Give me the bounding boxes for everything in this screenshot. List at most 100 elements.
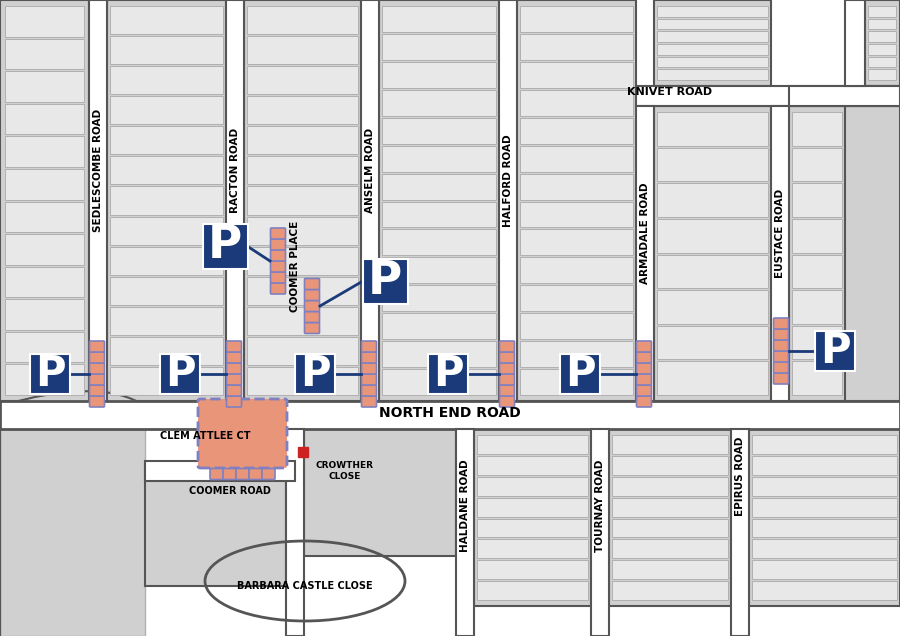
- FancyBboxPatch shape: [223, 469, 236, 480]
- Bar: [792, 290, 842, 324]
- Bar: [474, 429, 591, 606]
- Bar: [5, 332, 84, 363]
- Bar: [657, 148, 768, 181]
- Bar: [382, 174, 496, 200]
- Bar: [382, 230, 496, 256]
- FancyBboxPatch shape: [362, 374, 376, 385]
- Bar: [868, 44, 896, 55]
- Bar: [612, 477, 728, 495]
- FancyBboxPatch shape: [271, 239, 285, 250]
- Bar: [30, 354, 70, 394]
- Bar: [792, 148, 842, 181]
- Bar: [382, 258, 496, 283]
- Bar: [247, 127, 358, 155]
- Bar: [520, 230, 633, 256]
- Bar: [752, 497, 897, 516]
- Bar: [520, 202, 633, 228]
- Bar: [5, 71, 84, 102]
- Text: P: P: [208, 223, 242, 268]
- Bar: [612, 456, 728, 474]
- Bar: [247, 66, 358, 94]
- Bar: [731, 429, 749, 636]
- FancyBboxPatch shape: [198, 399, 287, 468]
- Bar: [771, 106, 789, 401]
- Text: P: P: [300, 353, 330, 395]
- Bar: [520, 174, 633, 200]
- Bar: [752, 477, 897, 495]
- Bar: [520, 369, 633, 395]
- Bar: [657, 361, 768, 395]
- Bar: [477, 456, 588, 474]
- FancyBboxPatch shape: [227, 352, 241, 363]
- Bar: [5, 202, 84, 232]
- FancyBboxPatch shape: [362, 385, 376, 396]
- FancyBboxPatch shape: [362, 396, 376, 407]
- Bar: [477, 518, 588, 537]
- Bar: [110, 307, 223, 335]
- FancyBboxPatch shape: [249, 469, 262, 480]
- Bar: [792, 112, 842, 146]
- FancyBboxPatch shape: [89, 352, 104, 363]
- Bar: [5, 266, 84, 297]
- FancyBboxPatch shape: [227, 363, 241, 374]
- Bar: [520, 6, 633, 32]
- Bar: [477, 581, 588, 600]
- Bar: [247, 6, 358, 34]
- Bar: [5, 364, 84, 395]
- FancyBboxPatch shape: [773, 373, 788, 384]
- FancyBboxPatch shape: [89, 385, 104, 396]
- Bar: [520, 34, 633, 60]
- Bar: [89, 0, 107, 401]
- Bar: [612, 497, 728, 516]
- Text: RACTON ROAD: RACTON ROAD: [230, 128, 240, 213]
- Bar: [612, 539, 728, 558]
- Bar: [382, 286, 496, 311]
- FancyBboxPatch shape: [89, 341, 104, 352]
- Bar: [560, 354, 600, 394]
- Bar: [110, 277, 223, 305]
- Bar: [657, 31, 768, 42]
- Text: COOMER PLACE: COOMER PLACE: [290, 221, 300, 312]
- Bar: [868, 18, 896, 29]
- Bar: [110, 337, 223, 365]
- Bar: [657, 18, 768, 29]
- Bar: [520, 313, 633, 339]
- Bar: [145, 466, 286, 586]
- Bar: [868, 31, 896, 42]
- Text: SEDLESCOMBE ROAD: SEDLESCOMBE ROAD: [93, 109, 103, 232]
- Text: P: P: [564, 353, 595, 395]
- Bar: [792, 254, 842, 288]
- Bar: [609, 429, 731, 606]
- Text: KNIVET ROAD: KNIVET ROAD: [627, 87, 713, 97]
- Bar: [107, 0, 226, 401]
- Bar: [247, 307, 358, 335]
- Bar: [382, 341, 496, 367]
- FancyBboxPatch shape: [773, 318, 788, 329]
- PathPatch shape: [0, 391, 145, 636]
- Bar: [244, 0, 361, 401]
- Bar: [247, 247, 358, 275]
- FancyBboxPatch shape: [304, 300, 320, 312]
- Bar: [247, 367, 358, 395]
- Text: HALDANE ROAD: HALDANE ROAD: [460, 460, 470, 552]
- Bar: [654, 106, 771, 401]
- Text: P: P: [433, 353, 464, 395]
- FancyBboxPatch shape: [262, 469, 275, 480]
- FancyBboxPatch shape: [773, 351, 788, 362]
- FancyBboxPatch shape: [271, 250, 285, 261]
- Bar: [382, 118, 496, 144]
- FancyBboxPatch shape: [271, 283, 285, 294]
- Bar: [295, 354, 335, 394]
- Bar: [247, 186, 358, 214]
- Bar: [382, 146, 496, 172]
- Bar: [477, 497, 588, 516]
- Bar: [5, 104, 84, 134]
- FancyBboxPatch shape: [227, 396, 241, 407]
- Bar: [247, 36, 358, 64]
- Bar: [382, 90, 496, 116]
- Bar: [752, 560, 897, 579]
- Bar: [110, 96, 223, 124]
- Text: TOURNAY ROAD: TOURNAY ROAD: [595, 460, 605, 552]
- Bar: [298, 447, 308, 457]
- Bar: [0, 0, 65, 401]
